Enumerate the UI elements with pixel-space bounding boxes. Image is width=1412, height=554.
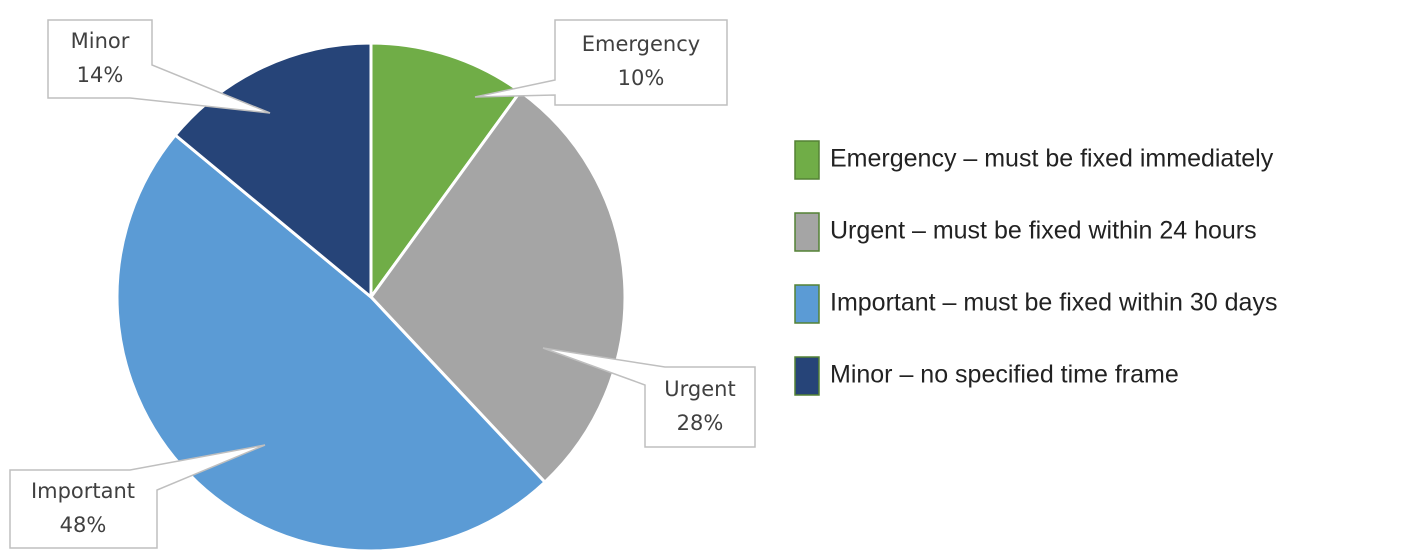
- callout-value: 48%: [60, 513, 107, 537]
- legend-label: Urgent – must be fixed within 24 hours: [830, 217, 1257, 245]
- legend-label: Important – must be fixed within 30 days: [830, 289, 1277, 317]
- callout-box: [542, 347, 756, 448]
- pie-slice: [369, 41, 523, 302]
- legend-label: Minor – no specified time frame: [830, 361, 1179, 389]
- pie-slice: [115, 132, 547, 553]
- callout-category: Urgent: [664, 377, 735, 401]
- callout-category: Minor: [71, 29, 130, 53]
- legend-swatch: [794, 284, 820, 324]
- callout-value: 14%: [77, 63, 124, 87]
- callout-value: 10%: [618, 66, 665, 90]
- callout-category: Important: [31, 479, 135, 503]
- legend-swatch: [794, 356, 820, 396]
- callout-box: [47, 19, 271, 114]
- callout-box: [474, 19, 728, 106]
- legend-swatch: [794, 140, 820, 180]
- pie-slice: [369, 89, 627, 485]
- callout-box: [9, 444, 266, 549]
- legend-label: Emergency – must be fixed immediately: [830, 145, 1274, 173]
- legend-swatch: [794, 212, 820, 252]
- callout-value: 28%: [677, 411, 724, 435]
- callout-category: Emergency: [582, 32, 700, 56]
